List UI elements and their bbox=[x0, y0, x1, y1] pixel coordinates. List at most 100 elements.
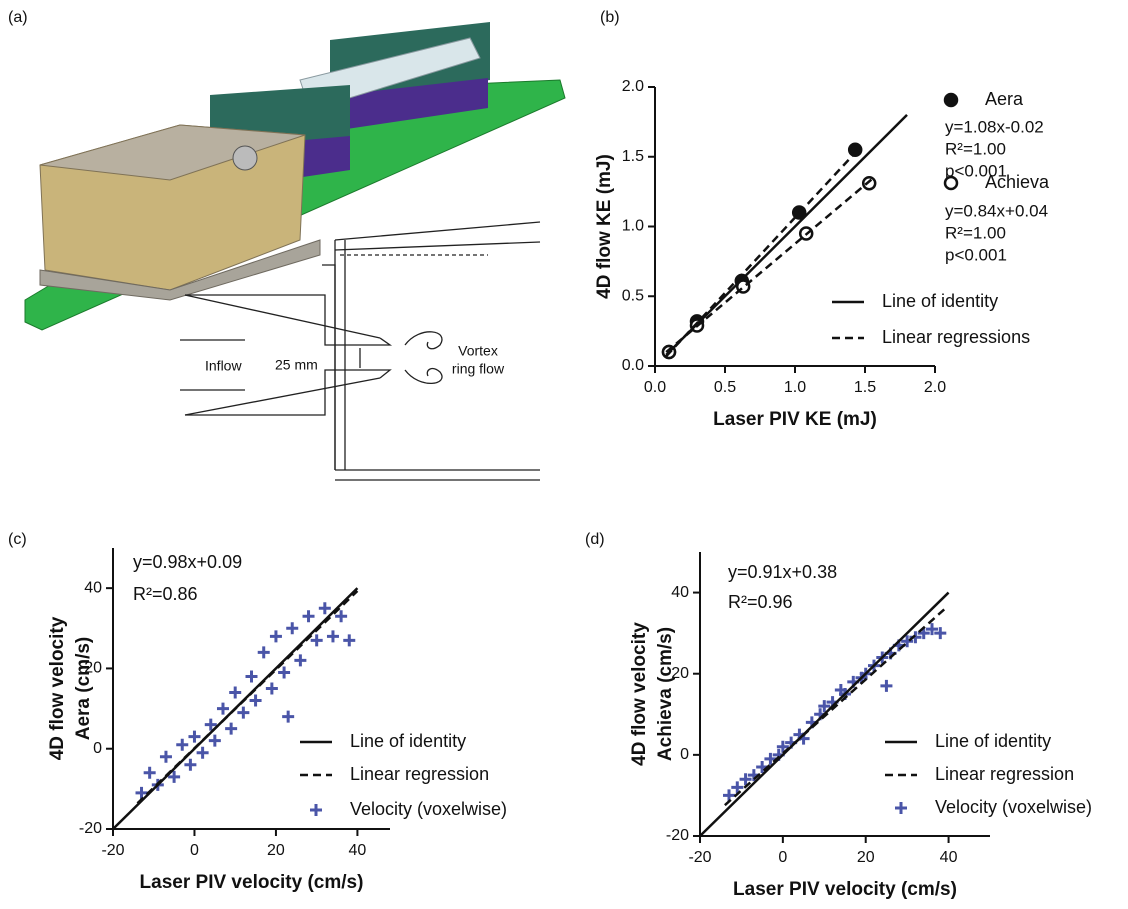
x-tick-label: 20 bbox=[267, 842, 285, 859]
legend-label: Line of identity bbox=[350, 731, 466, 751]
point bbox=[319, 602, 331, 614]
legend-label: Line of identity bbox=[882, 291, 998, 311]
y-axis-title: Aera (cm/s) bbox=[73, 637, 94, 741]
x-tick-label: -20 bbox=[688, 849, 711, 866]
annotation: y=0.91x+0.38 bbox=[728, 562, 837, 582]
point bbox=[225, 723, 237, 735]
x-tick-label: 1.0 bbox=[784, 379, 806, 396]
x-tick-label: 1.5 bbox=[854, 379, 876, 396]
x-axis-title: Laser PIV velocity (cm/s) bbox=[140, 872, 364, 893]
y-axis-title: 4D flow velocity bbox=[47, 616, 68, 760]
annotation: y=0.98x+0.09 bbox=[133, 552, 242, 572]
legend-label: Line of identity bbox=[935, 731, 1051, 751]
y-tick-label: 0.5 bbox=[622, 287, 644, 304]
y-tick-label: 0.0 bbox=[622, 357, 644, 374]
legend-label: Velocity (voxelwise) bbox=[350, 799, 507, 819]
point bbox=[327, 630, 339, 642]
point bbox=[270, 630, 282, 642]
y-axis-title: Achieva (cm/s) bbox=[655, 627, 676, 761]
point bbox=[184, 759, 196, 771]
point bbox=[303, 610, 315, 622]
point bbox=[144, 767, 156, 779]
port bbox=[233, 146, 257, 170]
point bbox=[217, 703, 229, 715]
point bbox=[863, 177, 875, 189]
annotation: y=1.08x-0.02 bbox=[945, 117, 1044, 136]
point bbox=[160, 751, 172, 763]
panel-label: (b) bbox=[600, 9, 620, 26]
y-tick-label: 40 bbox=[671, 584, 689, 601]
point bbox=[176, 739, 188, 751]
legend-label: Aera bbox=[985, 89, 1024, 109]
x-tick-label: 0 bbox=[190, 842, 199, 859]
annotation: y=0.84x+0.04 bbox=[945, 201, 1048, 220]
x-tick-label: 40 bbox=[940, 849, 958, 866]
x-axis-title: Laser PIV KE (mJ) bbox=[713, 409, 877, 430]
vortex-label: Vortex bbox=[458, 343, 498, 359]
point bbox=[250, 695, 262, 707]
y-tick-label: 2.0 bbox=[622, 78, 644, 95]
panel-label: (c) bbox=[8, 531, 27, 548]
point bbox=[294, 654, 306, 666]
point bbox=[197, 747, 209, 759]
point bbox=[723, 789, 735, 801]
legend-swatch bbox=[945, 177, 957, 189]
point bbox=[311, 634, 323, 646]
x-tick-label: 20 bbox=[857, 849, 875, 866]
panel-a: (a) Inflow 25 mm Vortex ring flow bbox=[8, 9, 565, 480]
y-tick-label: 0 bbox=[680, 746, 689, 763]
legend-swatch bbox=[945, 94, 957, 106]
vortex-label: ring flow bbox=[452, 361, 505, 377]
annotation: R²=1.00 bbox=[945, 223, 1006, 242]
y-axis-title: 4D flow velocity bbox=[629, 622, 650, 766]
y-tick-label: -20 bbox=[666, 827, 689, 844]
x-tick-label: 40 bbox=[349, 842, 367, 859]
point bbox=[343, 634, 355, 646]
panel-label: (a) bbox=[8, 9, 28, 26]
legend-label: Velocity (voxelwise) bbox=[935, 797, 1092, 817]
x-tick-label: 2.0 bbox=[924, 379, 946, 396]
y-tick-label: 1.0 bbox=[622, 218, 644, 235]
line bbox=[666, 115, 907, 355]
y-tick-label: 40 bbox=[84, 579, 102, 596]
y-tick-label: 1.5 bbox=[622, 148, 644, 165]
legend-label: Linear regressions bbox=[882, 327, 1030, 347]
point bbox=[266, 683, 278, 695]
point bbox=[229, 687, 241, 699]
inflow-label: Inflow bbox=[205, 358, 242, 374]
point bbox=[188, 731, 200, 743]
annotation: R²=0.86 bbox=[133, 584, 198, 604]
point bbox=[278, 666, 290, 678]
point bbox=[282, 711, 294, 723]
gap-label: 25 mm bbox=[275, 357, 318, 373]
line bbox=[700, 593, 949, 836]
x-tick-label: -20 bbox=[101, 842, 124, 859]
y-tick-label: 0 bbox=[93, 740, 102, 757]
x-tick-label: 0.5 bbox=[714, 379, 736, 396]
y-axis-title: 4D flow KE (mJ) bbox=[594, 154, 615, 299]
point bbox=[286, 622, 298, 634]
x-tick-label: 0 bbox=[778, 849, 787, 866]
legend-label: Linear regression bbox=[350, 764, 489, 784]
chart: (b) 0.0 0.5 1.0 1.5 2.0 0.0 0.5 1.0 1.5 2.0 Laser P… bbox=[594, 9, 1050, 430]
legend-swatch bbox=[310, 804, 322, 816]
legend-label: Achieva bbox=[985, 172, 1050, 192]
x-tick-label: 0.0 bbox=[644, 379, 666, 396]
annotation: p<0.001 bbox=[945, 245, 1007, 264]
point bbox=[258, 646, 270, 658]
annotation: R²=0.96 bbox=[728, 592, 793, 612]
legend-swatch bbox=[895, 802, 907, 814]
point bbox=[731, 781, 743, 793]
point bbox=[209, 735, 221, 747]
point bbox=[246, 670, 258, 682]
panel-label: (d) bbox=[585, 531, 605, 548]
figure: (a) Inflow 25 mm Vortex ring flow (b) 0.0… bbox=[0, 0, 1128, 909]
point bbox=[237, 707, 249, 719]
point bbox=[880, 680, 892, 692]
x-axis-title: Laser PIV velocity (cm/s) bbox=[733, 879, 957, 900]
y-tick-label: -20 bbox=[79, 820, 102, 837]
annotation: R²=1.00 bbox=[945, 139, 1006, 158]
legend-label: Linear regression bbox=[935, 764, 1074, 784]
